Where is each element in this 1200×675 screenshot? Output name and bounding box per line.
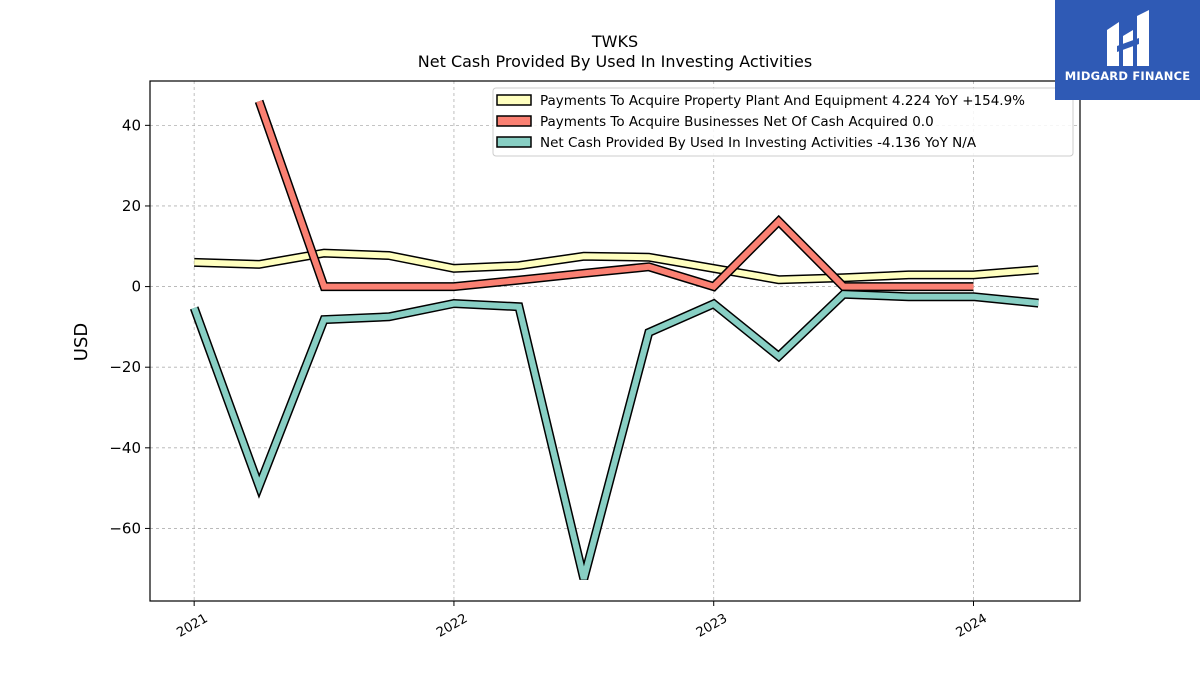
series-stroke bbox=[256, 100, 974, 290]
legend-swatch bbox=[496, 94, 532, 106]
legend-box bbox=[492, 87, 1074, 157]
y-tick-label: −60 bbox=[109, 519, 141, 537]
series-layer bbox=[189, 99, 1039, 580]
grid-lines bbox=[150, 81, 1080, 601]
x-tick-label: 2024 bbox=[954, 611, 990, 641]
midgard-logo-icon bbox=[1107, 10, 1149, 66]
series-1-line bbox=[194, 248, 1039, 285]
y-tick-label: 0 bbox=[131, 278, 141, 296]
legend-swatch bbox=[496, 115, 532, 127]
series-3-line bbox=[189, 289, 1039, 580]
y-axis-ticks: 40 20 0 −20 −40 −60 bbox=[109, 116, 150, 537]
legend-label: Net Cash Provided By Used In Investing A… bbox=[540, 135, 977, 151]
legend-label: Payments To Acquire Property Plant And E… bbox=[540, 93, 1025, 109]
chart-subtitle: Net Cash Provided By Used In Investing A… bbox=[418, 52, 812, 71]
brand-name: MIDGARD FINANCE bbox=[1064, 69, 1191, 83]
x-tick-label: 2021 bbox=[174, 611, 210, 641]
series-2-line bbox=[254, 99, 974, 292]
chart-title: TWKS bbox=[591, 32, 638, 51]
series-stroke bbox=[194, 250, 1039, 283]
legend-label: Payments To Acquire Businesses Net Of Ca… bbox=[540, 114, 934, 130]
y-axis-label: USD bbox=[71, 323, 92, 361]
x-tick-label: 2023 bbox=[694, 611, 730, 641]
x-axis-ticks: 2021 2022 2023 2024 bbox=[174, 601, 990, 641]
legend-swatch bbox=[496, 136, 532, 148]
x-tick-label: 2022 bbox=[434, 611, 470, 641]
plot-frame bbox=[149, 80, 1081, 602]
series-stroke bbox=[191, 291, 1039, 580]
y-tick-label: −40 bbox=[109, 439, 141, 457]
y-tick-label: 40 bbox=[122, 116, 141, 134]
y-tick-label: −20 bbox=[109, 358, 141, 376]
y-tick-label: 20 bbox=[122, 197, 141, 215]
series-outline bbox=[189, 289, 1039, 580]
brand-logo: MIDGARD FINANCE bbox=[1055, 0, 1200, 100]
legend: Payments To Acquire Property Plant And E… bbox=[492, 87, 1074, 157]
